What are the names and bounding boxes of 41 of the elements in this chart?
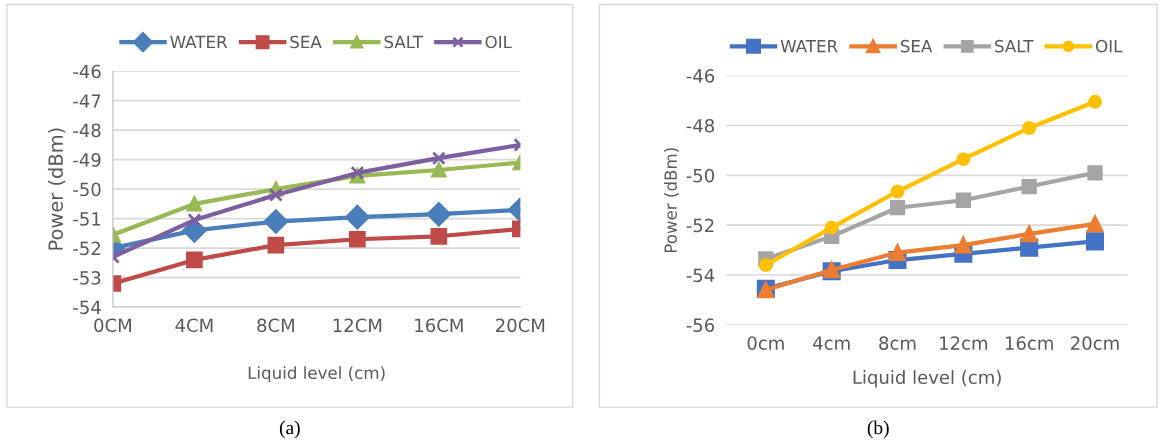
y-tick-label: -49 <box>73 153 101 167</box>
y-tick-label: -56 <box>686 318 715 332</box>
x-tick-label: 0cm <box>747 336 784 350</box>
x-tick-label: 12cm <box>940 336 988 350</box>
y-tick-label: -52 <box>686 218 714 233</box>
x-tick-label: 16CM <box>415 318 463 333</box>
x-tick-label: 8cm <box>879 336 916 350</box>
y-tick-label: -46 <box>73 64 101 79</box>
legend-label: WATER <box>780 40 838 53</box>
legend-label: OIL <box>485 35 512 49</box>
legend-label: SALT <box>995 39 1034 53</box>
x-tick-label: 12CM <box>333 318 382 333</box>
x-tick-label: 16cm <box>1005 336 1053 350</box>
legend-label: OIL <box>1096 39 1123 53</box>
x-tick-label: 20cm <box>1071 336 1119 350</box>
y-tick-label: -53 <box>73 271 101 285</box>
y-tick-label: -50 <box>73 182 101 197</box>
x-tick-label: 0CM <box>94 318 131 333</box>
y-tick-label: -52 <box>73 241 100 256</box>
x-tick-label: 4CM <box>175 318 213 333</box>
legend-label: SEA <box>290 35 322 49</box>
x-tick-label: 4cm <box>813 336 850 350</box>
x-tick-label: 8CM <box>257 318 294 333</box>
y-tick-label: -54 <box>73 300 101 315</box>
y-tick-label: -48 <box>73 123 101 138</box>
legend-label: SALT <box>384 35 423 49</box>
legend-label: SEA <box>900 39 933 53</box>
y-axis-title: Power (dBm) <box>664 148 679 253</box>
y-tick-label: -48 <box>686 118 714 133</box>
y-axis-title: Power (dBm) <box>47 128 66 250</box>
y-tick-label: -51 <box>73 212 101 226</box>
text: (a) <box>279 420 300 439</box>
y-tick-label: -47 <box>73 94 101 108</box>
y-tick-label: -46 <box>686 69 715 83</box>
legend-label: WATER <box>170 35 228 49</box>
text: (b) <box>867 420 889 439</box>
y-tick-label: -50 <box>686 168 715 183</box>
x-tick-label: 20CM <box>496 318 545 333</box>
x-axis-title: Liquid level (cm) <box>853 370 1001 388</box>
y-tick-label: -54 <box>686 268 715 283</box>
x-axis-title: Liquid level (cm) <box>248 366 385 383</box>
